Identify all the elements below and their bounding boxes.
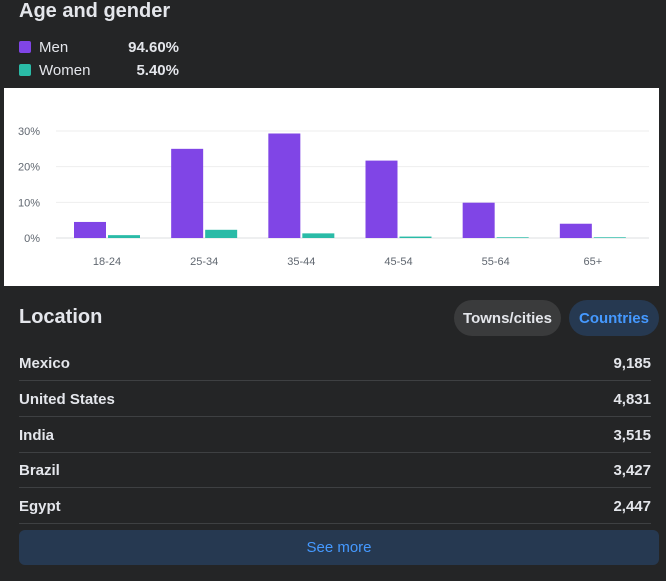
location-row[interactable]: United States 4,831 (19, 382, 651, 417)
bar-men-35-44[interactable] (268, 133, 301, 238)
bar-men-45-54[interactable] (365, 160, 398, 238)
bar-women-35-44[interactable] (302, 233, 335, 238)
legend-name-men: Men (39, 38, 69, 56)
legend-value-men: 94.60% (128, 38, 179, 56)
x-tick-label: 65+ (583, 256, 602, 268)
women-swatch (19, 64, 31, 76)
men-swatch (19, 41, 31, 53)
location-row[interactable]: Brazil 3,427 (19, 453, 651, 488)
x-tick-label: 35-44 (287, 256, 315, 268)
bar-women-55-64[interactable] (496, 237, 529, 238)
location-name: Brazil (19, 461, 60, 479)
location-row[interactable]: Egypt 2,447 (19, 489, 651, 524)
bar-men-65+[interactable] (559, 223, 592, 238)
location-name: Mexico (19, 354, 70, 372)
bar-women-25-34[interactable] (205, 229, 238, 238)
location-name: India (19, 426, 55, 444)
location-name: Egypt (19, 497, 61, 515)
chart-svg: 0% 10% 20% 30% 18-24 25-34 35-44 45-54 55-64 65+ (18, 126, 649, 268)
bar-women-65+[interactable] (593, 237, 626, 238)
x-tick-label: 55-64 (482, 256, 510, 268)
y-tick-label: 10% (18, 197, 40, 209)
see-more-button[interactable]: See more (19, 530, 659, 565)
legend-item-men: Men 94.60% (19, 37, 179, 57)
y-tick-label: 30% (18, 126, 40, 138)
bar-women-18-24[interactable] (108, 235, 140, 238)
location-count: 3,515 (613, 426, 651, 444)
bar-men-25-34[interactable] (171, 148, 204, 238)
location-count: 3,427 (613, 461, 651, 479)
location-name: United States (19, 390, 115, 408)
location-count: 9,185 (613, 354, 651, 372)
x-tick-label: 25-34 (190, 256, 218, 268)
location-row[interactable]: India 3,515 (19, 418, 651, 453)
location-row[interactable]: Mexico 9,185 (19, 346, 651, 381)
y-tick-label: 20% (18, 162, 40, 174)
bar-women-45-54[interactable] (399, 236, 432, 238)
bar-men-18-24[interactable] (74, 221, 106, 238)
x-tick-label: 18-24 (93, 256, 121, 268)
legend-item-women: Women 5.40% (19, 60, 179, 80)
age-gender-title: Age and gender (19, 0, 171, 22)
y-tick-label: 0% (24, 233, 40, 245)
location-count: 4,831 (613, 390, 651, 408)
location-count: 2,447 (613, 497, 651, 515)
age-gender-chart: 0% 10% 20% 30% 18-24 25-34 35-44 45-54 55-64 65+ (4, 88, 659, 286)
bar-men-55-64[interactable] (462, 202, 495, 238)
tab-countries[interactable]: Countries (569, 300, 659, 336)
legend-value-women: 5.40% (136, 61, 179, 79)
legend-name-women: Women (39, 61, 91, 79)
location-title: Location (19, 306, 103, 328)
tab-towns-cities[interactable]: Towns/cities (454, 300, 561, 336)
x-tick-label: 45-54 (384, 256, 412, 268)
